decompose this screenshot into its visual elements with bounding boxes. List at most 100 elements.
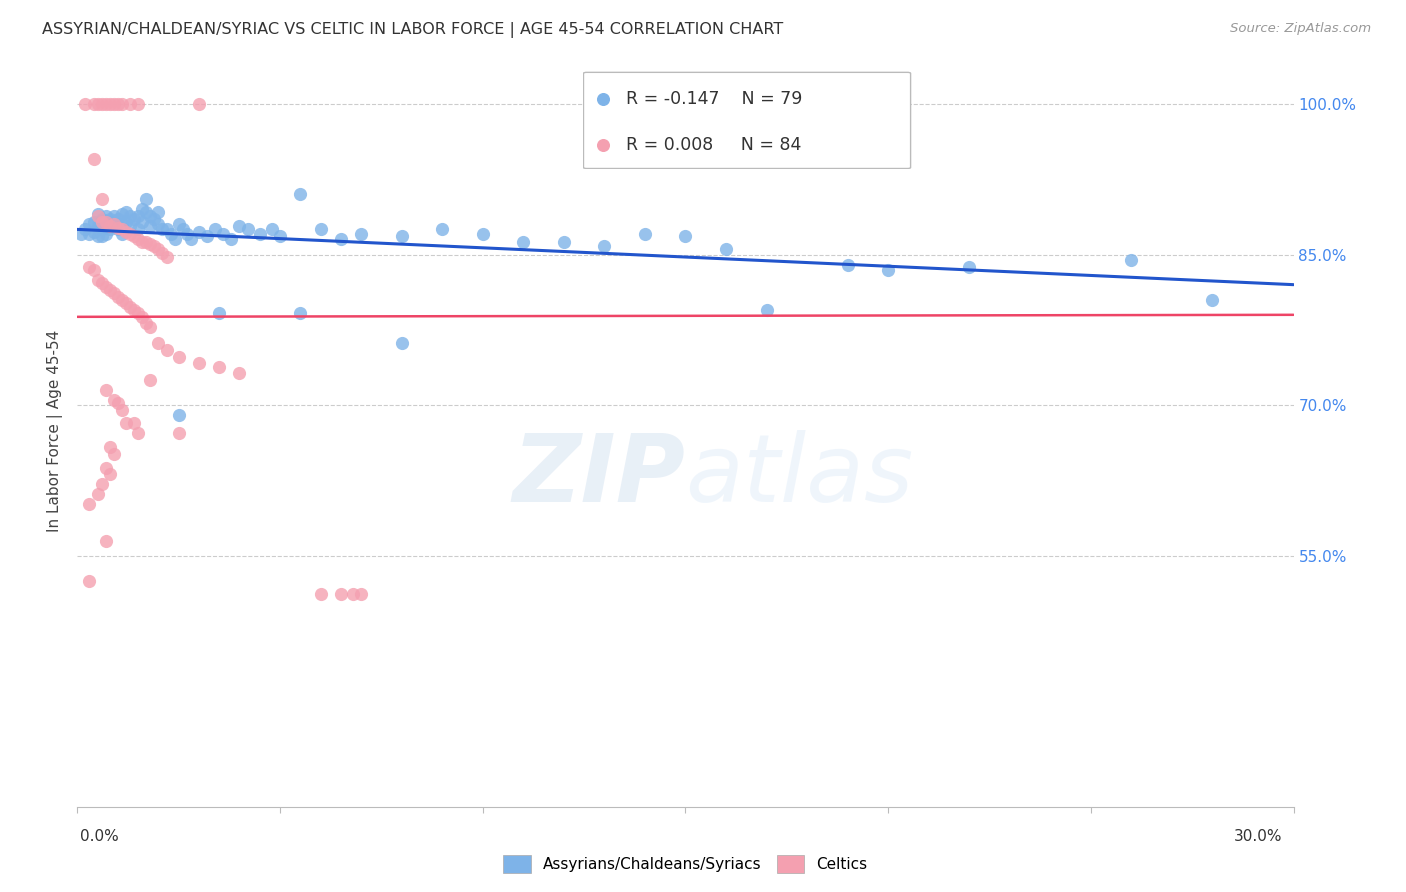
- Point: [139, 373, 162, 387]
- Point: [111, 403, 134, 417]
- Point: [135, 235, 157, 250]
- Point: [131, 215, 153, 229]
- Point: [1201, 293, 1223, 307]
- Point: [103, 219, 125, 234]
- Point: [111, 218, 134, 232]
- Point: [342, 587, 364, 601]
- Point: [90, 276, 112, 290]
- Point: [139, 210, 162, 224]
- Point: [228, 366, 250, 380]
- Point: [127, 222, 149, 236]
- Point: [83, 96, 105, 111]
- Point: [249, 227, 271, 242]
- Point: [103, 96, 125, 111]
- Point: [512, 235, 534, 250]
- Point: [152, 245, 174, 260]
- Point: [94, 383, 117, 397]
- Point: [103, 393, 125, 408]
- Point: [176, 227, 198, 242]
- Point: [111, 227, 134, 242]
- Point: [118, 300, 141, 314]
- Point: [127, 210, 149, 224]
- Point: [122, 212, 145, 227]
- Point: [103, 446, 125, 460]
- Point: [90, 215, 112, 229]
- Point: [135, 192, 157, 206]
- Point: [103, 218, 125, 232]
- Point: [152, 222, 174, 236]
- Point: [98, 222, 121, 236]
- Point: [127, 232, 149, 246]
- Point: [94, 533, 117, 548]
- Point: [350, 227, 373, 242]
- Point: [86, 229, 108, 244]
- Point: [221, 232, 243, 246]
- Point: [79, 497, 101, 511]
- Point: [877, 262, 900, 277]
- Point: [115, 205, 138, 219]
- Point: [118, 210, 141, 224]
- Point: [94, 279, 117, 293]
- Point: [107, 222, 129, 236]
- Text: Source: ZipAtlas.com: Source: ZipAtlas.com: [1230, 22, 1371, 36]
- Point: [212, 227, 235, 242]
- Point: [167, 409, 190, 423]
- Point: [148, 205, 170, 219]
- Point: [94, 227, 117, 242]
- Point: [131, 202, 153, 217]
- Point: [107, 290, 129, 304]
- Point: [432, 222, 454, 236]
- Point: [83, 215, 105, 229]
- Point: [86, 210, 108, 224]
- Point: [79, 260, 101, 274]
- Point: [111, 96, 134, 111]
- Point: [236, 222, 259, 236]
- Legend: Assyrians/Chaldeans/Syriacs, Celtics: Assyrians/Chaldeans/Syriacs, Celtics: [498, 849, 873, 879]
- Point: [471, 227, 494, 242]
- Point: [79, 574, 101, 589]
- Point: [163, 232, 186, 246]
- Point: [107, 212, 129, 227]
- Point: [592, 92, 614, 106]
- Point: [391, 229, 413, 244]
- Point: [83, 262, 105, 277]
- Point: [143, 239, 166, 253]
- Point: [204, 222, 226, 236]
- Point: [103, 210, 125, 224]
- Point: [90, 229, 112, 244]
- Point: [553, 235, 575, 250]
- Point: [94, 210, 117, 224]
- Point: [350, 587, 373, 601]
- Point: [139, 237, 162, 252]
- Point: [592, 137, 614, 152]
- Point: [329, 232, 352, 246]
- Point: [208, 306, 231, 320]
- Point: [111, 207, 134, 221]
- Text: 0.0%: 0.0%: [80, 830, 120, 844]
- Point: [90, 476, 112, 491]
- Point: [167, 350, 190, 364]
- Point: [90, 96, 112, 111]
- Point: [159, 227, 181, 242]
- Point: [70, 227, 93, 242]
- Point: [127, 96, 149, 111]
- Point: [83, 226, 105, 240]
- Point: [675, 229, 697, 244]
- Point: [98, 441, 121, 455]
- Point: [103, 285, 125, 300]
- Point: [755, 302, 778, 317]
- Point: [107, 221, 129, 235]
- Point: [309, 587, 332, 601]
- Point: [135, 205, 157, 219]
- Point: [228, 219, 250, 234]
- Point: [148, 335, 170, 350]
- Point: [127, 306, 149, 320]
- Point: [118, 219, 141, 234]
- Point: [115, 215, 138, 229]
- Point: [122, 229, 145, 244]
- Point: [98, 283, 121, 297]
- Point: [131, 235, 153, 250]
- Y-axis label: In Labor Force | Age 45-54: In Labor Force | Age 45-54: [48, 329, 63, 532]
- Point: [118, 96, 141, 111]
- Point: [94, 460, 117, 475]
